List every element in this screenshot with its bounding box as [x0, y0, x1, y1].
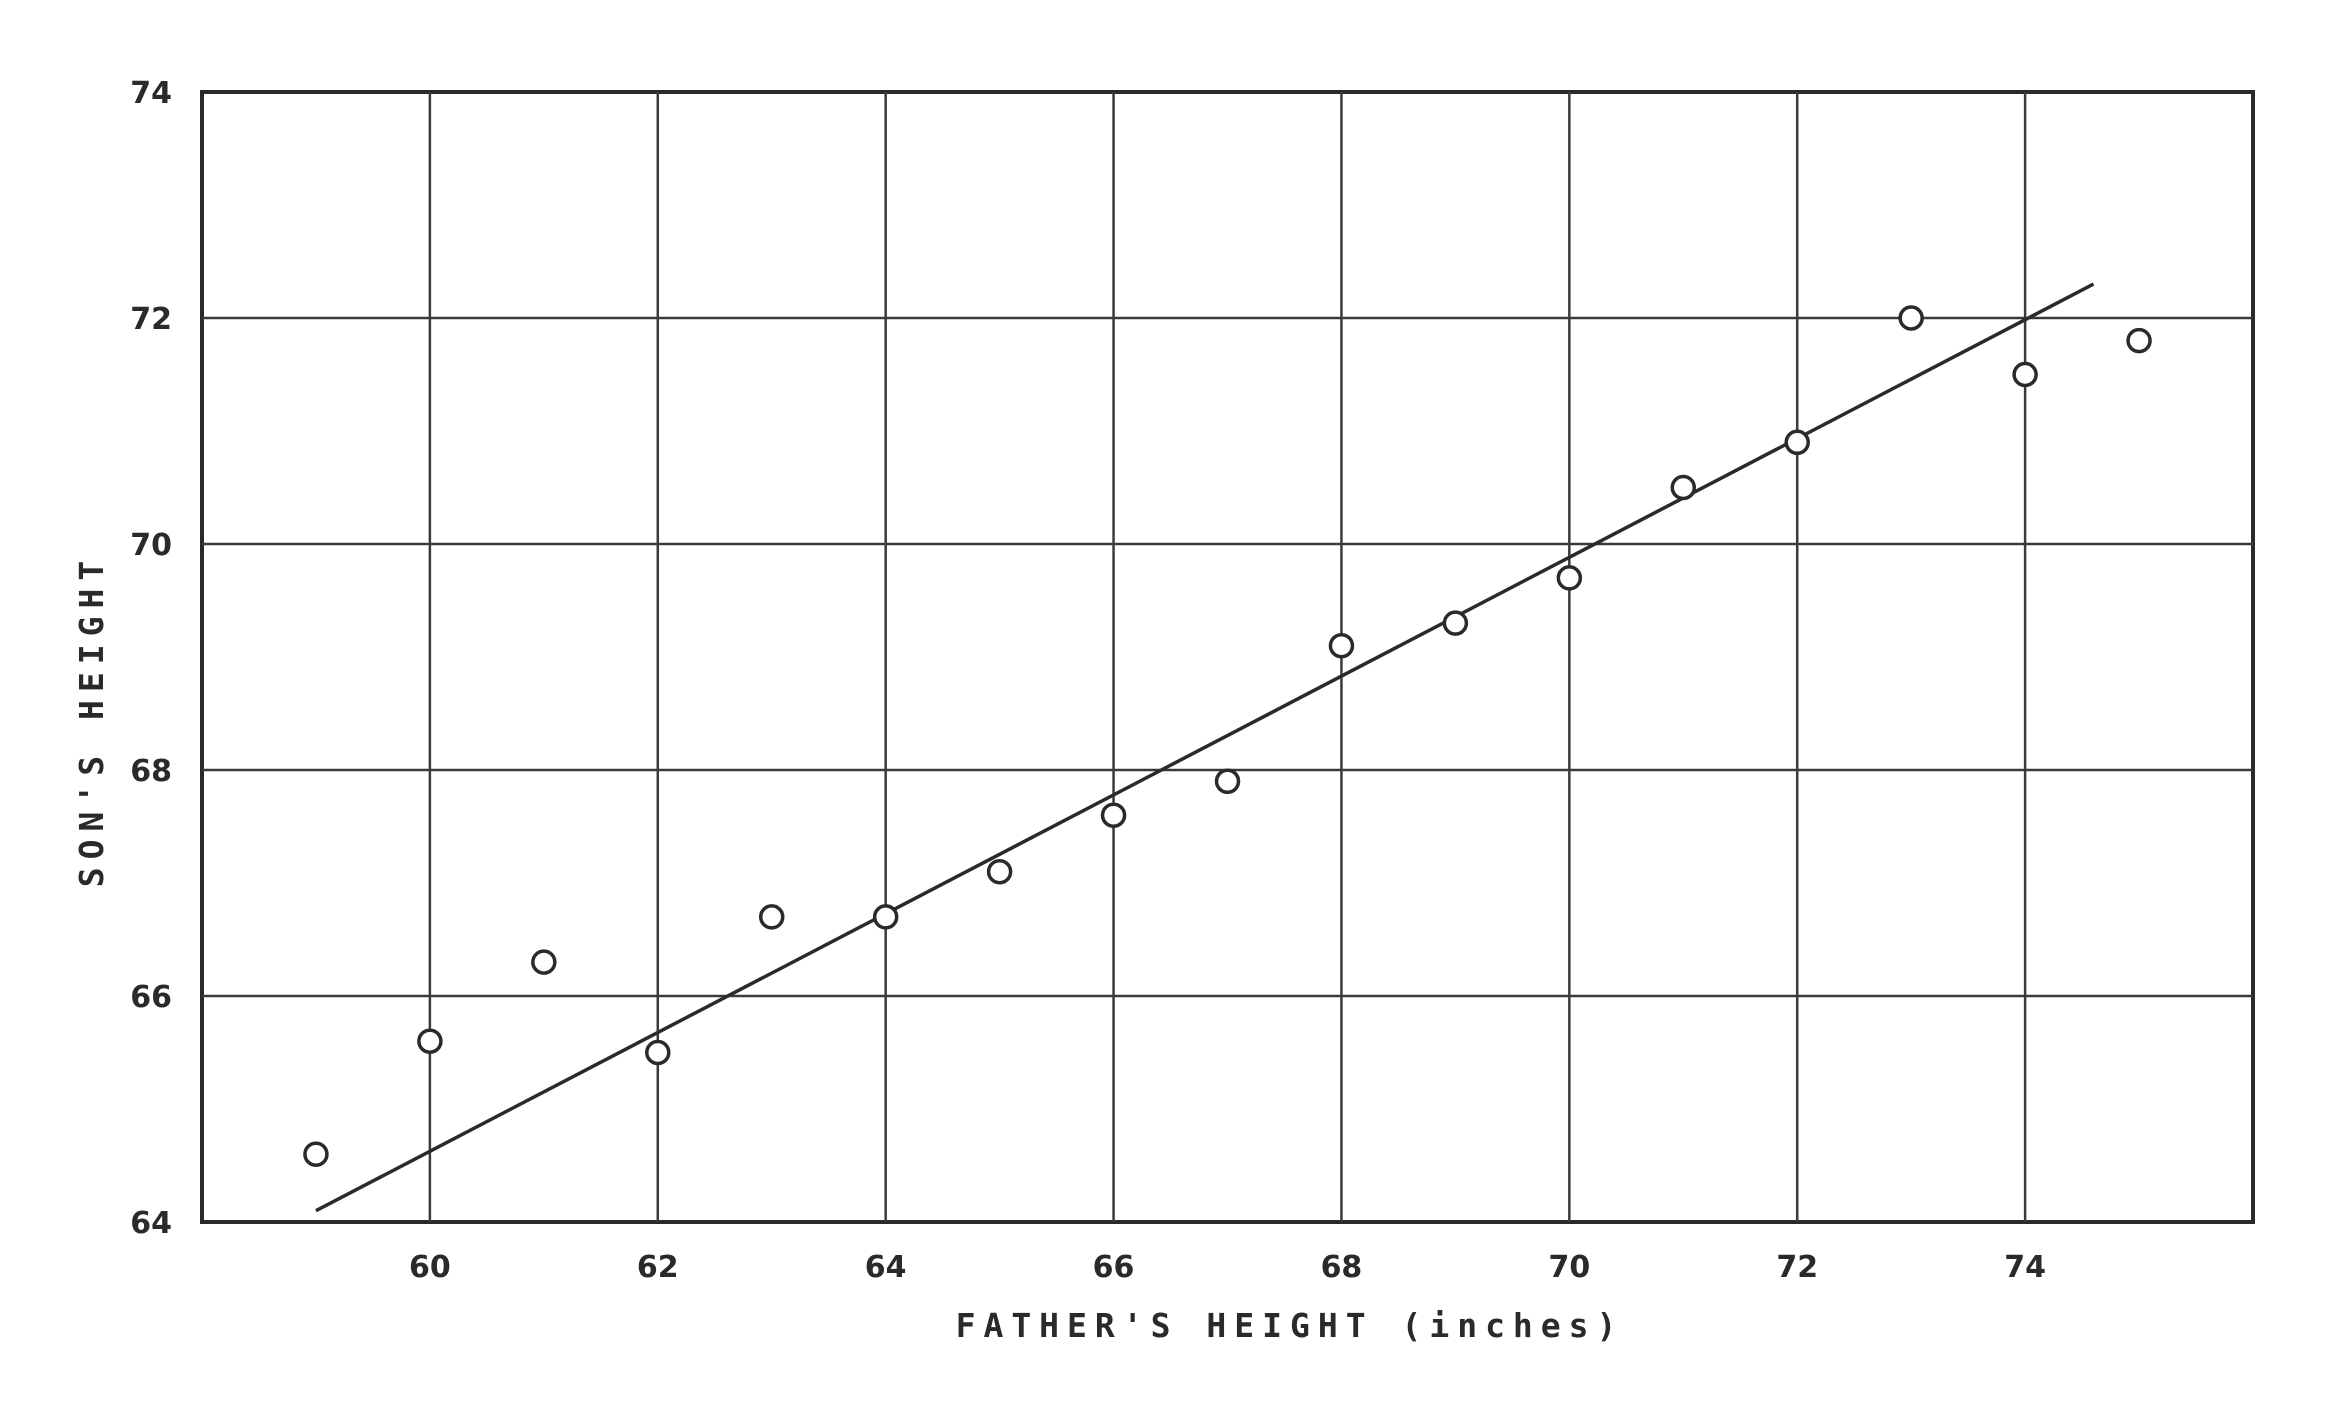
grid-lines [202, 92, 2253, 1222]
data-point [872, 904, 899, 930]
x-tick-label: 68 [1321, 1250, 1363, 1285]
data-point [1214, 768, 1241, 795]
y-tick-label: 74 [130, 76, 172, 111]
data-point [1784, 429, 1810, 456]
y-tick-label: 64 [130, 1206, 172, 1241]
data-point [758, 904, 785, 930]
y-axis-title: SON'S HEIGHT [72, 553, 111, 887]
y-axis-tick-labels: 64 66 68 70 72 74 [130, 76, 172, 1241]
data-point [1442, 610, 1469, 636]
plot-area [200, 90, 2255, 1224]
x-axis-title: FATHER'S HEIGHT (inches) [956, 1306, 1625, 1345]
x-tick-label: 66 [1093, 1250, 1135, 1285]
x-tick-label: 64 [865, 1250, 907, 1285]
plot-border [200, 90, 2255, 1224]
y-tick-label: 68 [130, 754, 172, 789]
data-point [1898, 305, 1924, 331]
data-point [1670, 474, 1697, 501]
x-tick-label: 74 [2004, 1250, 2046, 1285]
y-tick-label: 70 [130, 528, 172, 563]
x-tick-label: 62 [637, 1250, 679, 1285]
data-point [1328, 632, 1355, 659]
x-tick-label: 60 [409, 1250, 451, 1285]
data-point [1100, 802, 1127, 828]
data-point [531, 949, 557, 975]
y-tick-label: 66 [130, 980, 172, 1015]
regression-line [315, 282, 2095, 1213]
y-tick-label: 72 [130, 302, 172, 337]
x-tick-label: 70 [1548, 1250, 1590, 1285]
regression-line-group [315, 282, 2095, 1213]
data-point [645, 1039, 671, 1066]
data-point [1556, 565, 1583, 591]
x-axis-tick-labels: 60 62 64 66 68 70 72 74 [409, 1250, 2046, 1285]
data-points [303, 305, 2152, 1167]
data-point [303, 1141, 329, 1167]
data-point [2126, 327, 2152, 354]
data-point [417, 1028, 443, 1054]
data-point [2012, 361, 2038, 388]
data-point [986, 858, 1013, 885]
x-tick-label: 72 [1776, 1250, 1818, 1285]
